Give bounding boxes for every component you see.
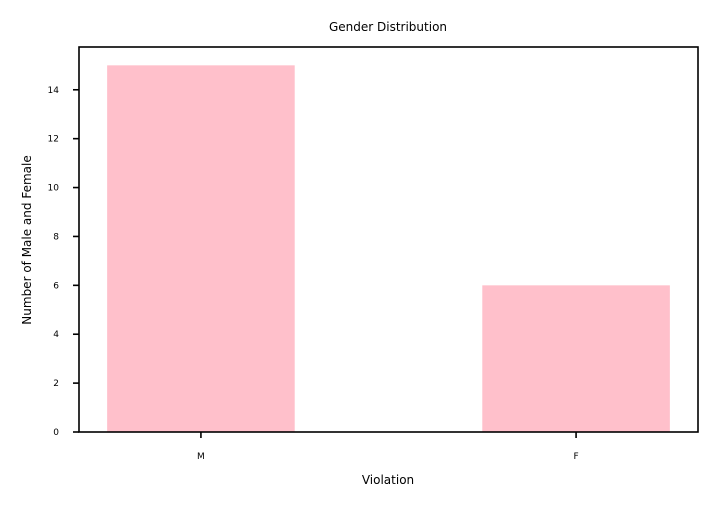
y-tick-label: 4	[53, 330, 59, 340]
y-tick-label: 10	[48, 184, 60, 194]
y-tick-label: 6	[53, 281, 59, 291]
x-axis-label: Violation	[362, 473, 414, 487]
y-tick-label: 2	[53, 379, 59, 389]
bar-m	[107, 65, 295, 432]
y-axis-label: Number of Male and Female	[20, 155, 34, 324]
y-axis-ticks: 0 2 4 6 8 10 12 14	[48, 86, 79, 438]
y-tick-label: 14	[48, 86, 60, 96]
y-tick-label: 12	[48, 135, 59, 145]
y-tick-label: 8	[53, 232, 59, 242]
x-tick-label-f: F	[573, 452, 578, 462]
plot-frame	[78, 46, 699, 433]
chart-title: Gender Distribution	[329, 20, 447, 34]
bars-group	[107, 65, 670, 432]
bar-f	[482, 285, 670, 432]
x-tick-label-m: M	[197, 452, 205, 462]
y-tick-label: 0	[53, 428, 59, 438]
